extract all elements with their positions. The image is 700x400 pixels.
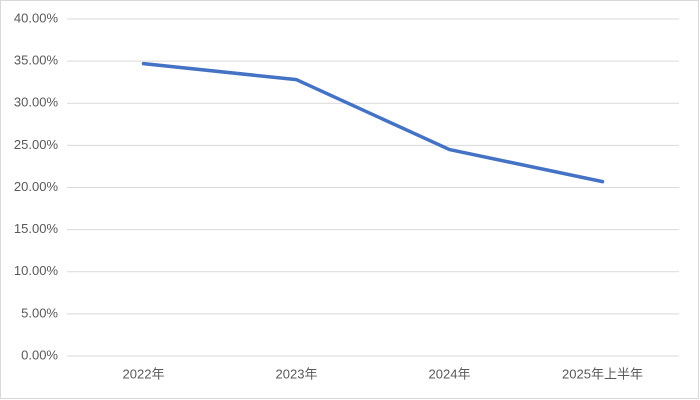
y-tick-label: 30.00% [14, 95, 59, 110]
y-tick-label: 35.00% [14, 53, 59, 68]
y-tick-label: 10.00% [14, 263, 59, 278]
y-tick-label: 15.00% [14, 221, 59, 236]
x-tick-label: 2023年 [276, 366, 318, 381]
x-tick-label: 2024年 [429, 366, 471, 381]
x-tick-label: 2025年上半年 [562, 366, 643, 381]
y-tick-label: 25.00% [14, 137, 59, 152]
x-tick-label: 2022年 [123, 366, 165, 381]
data-line [141, 61, 605, 184]
y-tick-label: 0.00% [21, 347, 58, 362]
y-tick-label: 20.00% [14, 179, 59, 194]
y-tick-label: 5.00% [21, 305, 58, 320]
y-tick-label: 40.00% [14, 10, 59, 25]
